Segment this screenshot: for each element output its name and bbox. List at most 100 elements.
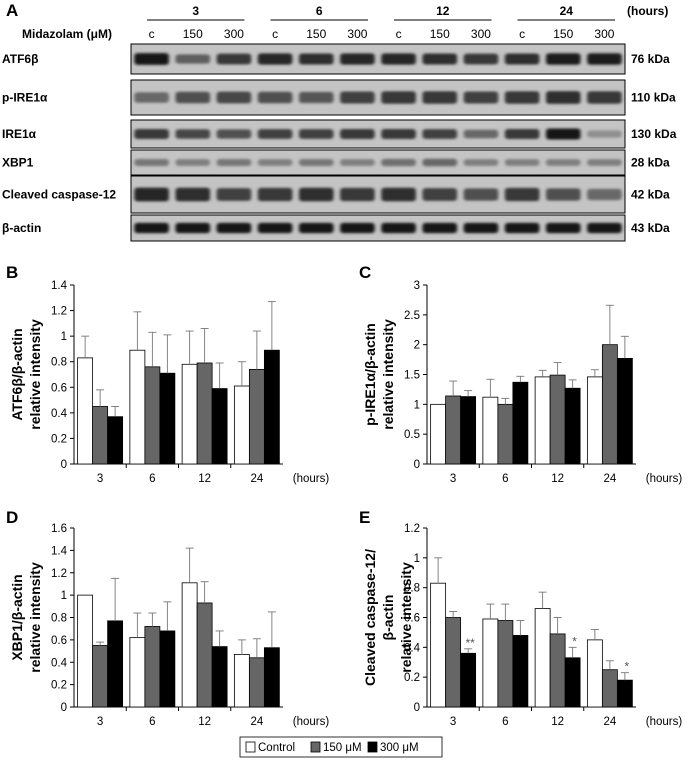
kda-label: 43 kDa [631, 221, 670, 235]
bar [144, 366, 161, 465]
legend-box [239, 736, 443, 758]
y-tick-label: 1.4 [51, 545, 68, 557]
blot-band [298, 53, 334, 65]
x-tick-label: 12 [198, 473, 211, 485]
significance-mark: ** [465, 636, 475, 650]
blot-band [340, 187, 375, 202]
time-group-headers: 3 6 12 24 [147, 4, 615, 21]
bar [616, 679, 633, 708]
blot-band [504, 187, 540, 202]
blot-band [422, 129, 458, 139]
blot-band [175, 187, 211, 202]
x-axis-unit: (hours) [646, 473, 683, 485]
protein-label: IRE1α [2, 127, 37, 141]
bar [512, 635, 529, 708]
blot-band [504, 129, 540, 139]
bar [616, 357, 633, 465]
bar [77, 594, 94, 708]
bar [601, 669, 618, 708]
x-tick-label: 3 [97, 473, 103, 485]
blot-row: p-IRE1α 110 kDa [2, 79, 676, 116]
time-unit-label: (hours) [627, 4, 668, 18]
bar [211, 646, 228, 708]
blot-band [463, 222, 499, 234]
y-axis-label: XBP1/β-actin [9, 574, 25, 660]
y-tick-label: 0.4 [51, 657, 68, 669]
y-axis-label: β-actin [380, 595, 396, 641]
y-tick-label: 1 [414, 399, 420, 411]
bar [159, 630, 176, 708]
bar [233, 654, 250, 708]
x-tick-label: 24 [250, 473, 263, 485]
blot-row: Cleaved caspase-12 42 kDa [2, 175, 670, 214]
blot-band [587, 222, 622, 234]
blot-band [134, 158, 169, 167]
bar [430, 403, 447, 465]
kda-label: 130 kDa [631, 127, 677, 141]
bar [497, 620, 514, 708]
y-axis-label: relative intensity [27, 562, 43, 673]
kda-label: 76 kDa [631, 52, 670, 66]
lane-label: 300 [471, 27, 491, 41]
blot-band [257, 222, 293, 234]
lane-label: c [396, 27, 402, 41]
western-blot-panel: A (hours) Midazolam (μM) 3 6 12 24 c 150 300 c… [2, 1, 677, 242]
protein-label: Cleaved caspase-12 [2, 188, 116, 202]
y-tick-label: 0 [414, 459, 420, 471]
blot-band [175, 129, 211, 139]
bar [430, 582, 447, 708]
blot-band [216, 222, 252, 234]
y-tick-label: 0 [61, 459, 67, 471]
blot-band [216, 53, 252, 65]
blot-band [381, 187, 416, 202]
y-tick-label: 0.6 [404, 613, 420, 625]
bar [549, 374, 566, 465]
blot-band [175, 91, 211, 104]
bar [445, 395, 462, 465]
bar [534, 608, 551, 708]
blot-band [381, 129, 416, 139]
blot-strip [130, 43, 626, 75]
y-axis-label: ATF6β/β-actin [9, 328, 25, 420]
blot-band [381, 222, 416, 234]
protein-label: β-actin [2, 221, 41, 235]
x-tick-label: 3 [450, 716, 456, 728]
lane-label: 150 [183, 27, 203, 41]
lane-label: 300 [224, 27, 244, 41]
blot-band [257, 53, 293, 65]
y-tick-label: 1.5 [404, 370, 420, 382]
time-group-label: 12 [436, 4, 450, 18]
panel-label: C [359, 263, 371, 282]
blot-band [216, 188, 252, 201]
blot-band [216, 158, 252, 167]
legend-swatch-300 [367, 741, 378, 753]
bar-chart-d: D XBP1/β-actin relative intensity 0 0.2 0.4 0.… [6, 508, 329, 728]
bar [586, 376, 603, 465]
blot-band [422, 222, 458, 234]
panel-label: E [359, 508, 370, 527]
y-tick-label: 1.4 [51, 280, 68, 292]
lane-label: 300 [594, 27, 614, 41]
blot-band [298, 91, 334, 104]
y-tick-label: 0.4 [51, 408, 68, 420]
y-axis-label: relative intensity [27, 319, 43, 430]
legend-label-300: 300 μM [380, 742, 419, 754]
significance-mark: * [572, 634, 577, 648]
bar [601, 344, 618, 465]
x-tick-label: 24 [603, 473, 616, 485]
bar [549, 633, 566, 708]
lane-label: 150 [306, 27, 326, 41]
y-tick-label: 0.4 [404, 642, 421, 654]
kda-label: 110 kDa [631, 91, 676, 105]
blot-band [134, 53, 169, 65]
legend-label-control: Control [258, 742, 295, 754]
x-tick-label: 6 [502, 473, 508, 485]
blot-band [463, 53, 499, 65]
blot-band [175, 54, 211, 64]
blot-band [504, 159, 540, 166]
y-tick-label: 2.5 [404, 310, 420, 322]
x-tick-label: 12 [551, 716, 564, 728]
y-tick-label: 0.2 [51, 433, 67, 445]
